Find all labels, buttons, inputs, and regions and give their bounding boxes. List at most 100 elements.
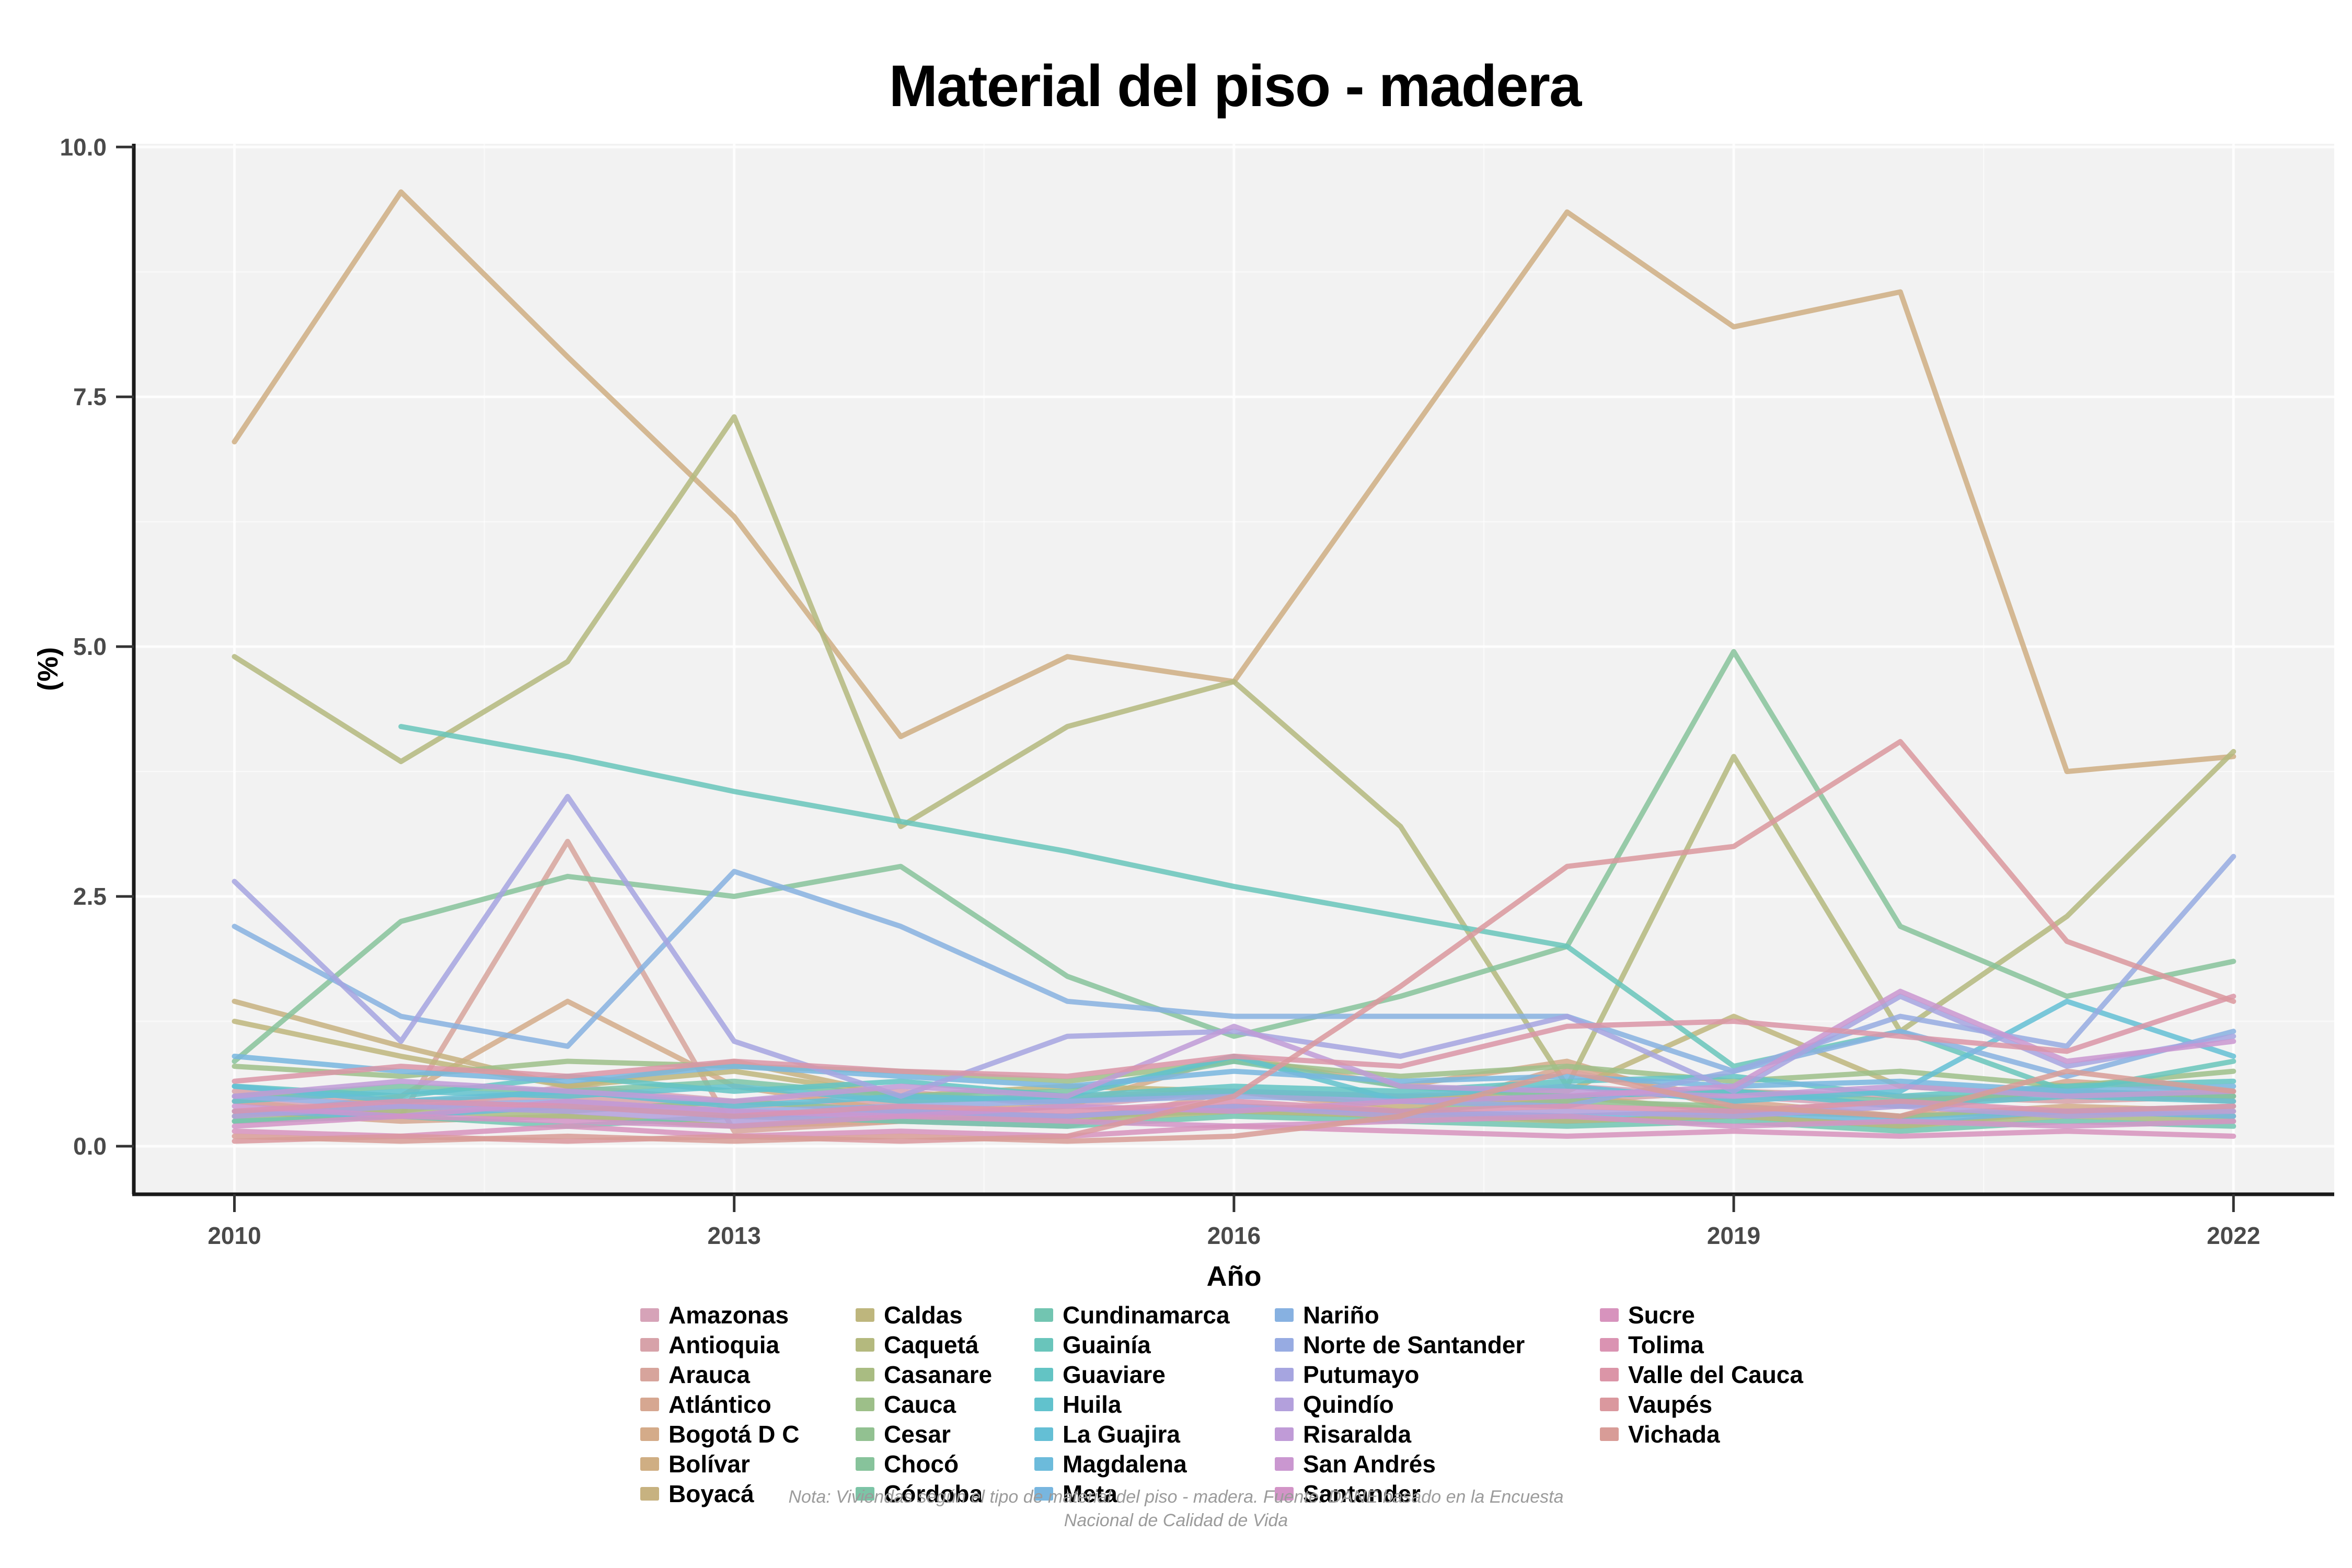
legend-label-magdalena: Magdalena	[1063, 1450, 1187, 1478]
legend-item-nari-o: Nariño	[1275, 1300, 1525, 1330]
legend-item-c-rdoba: Córdoba	[856, 1479, 992, 1508]
legend-item-san-andr-s: San Andrés	[1275, 1449, 1525, 1479]
legend-label-casanare: Casanare	[884, 1361, 993, 1388]
legend-label-meta: Meta	[1063, 1480, 1117, 1507]
legend-item-boyac-: Boyacá	[640, 1479, 799, 1508]
legend-label-bol-var: Bolívar	[668, 1450, 750, 1478]
legend-label-quind-o: Quindío	[1303, 1390, 1394, 1418]
legend-item-tolima: Tolima	[1600, 1330, 1803, 1359]
legend-key-swatch-norte-de-santander	[1275, 1338, 1294, 1352]
legend-key-swatch-guain-a	[1034, 1338, 1053, 1352]
legend-key-swatch-risaralda	[1275, 1427, 1294, 1441]
x-tick-label: 2010	[207, 1222, 261, 1249]
legend-label-atl-ntico: Atlántico	[668, 1390, 771, 1418]
legend-label-cauca: Cauca	[884, 1390, 956, 1418]
legend-label-guaviare: Guaviare	[1063, 1361, 1166, 1388]
legend-item-casanare: Casanare	[856, 1359, 992, 1389]
series-line-meta	[232, 1053, 2236, 1094]
legend-label-santander: Santander	[1303, 1480, 1421, 1507]
chart-legend: Amazonas Antioquia Arauca Atlántico Bogotá D…	[0, 1300, 2352, 1519]
legend-key-swatch-san-andr-s	[1275, 1457, 1294, 1471]
legend-key-swatch-quind-o	[1275, 1397, 1294, 1411]
legend-key-swatch-sucre	[1600, 1308, 1619, 1322]
series-line-vichada	[232, 1068, 2236, 1144]
legend-label-guain-a: Guainía	[1063, 1331, 1151, 1358]
legend-key-swatch-vaup-s	[1600, 1397, 1619, 1411]
legend-label-caquet-: Caquetá	[884, 1331, 979, 1358]
legend-item-atl-ntico: Atlántico	[640, 1389, 799, 1419]
legend-item-magdalena: Magdalena	[1034, 1449, 1230, 1479]
legend-key-swatch-cesar	[856, 1427, 874, 1441]
legend-key-swatch-c-rdoba	[856, 1486, 874, 1501]
series-line-vaup-s	[232, 739, 2236, 1144]
legend-label-sucre: Sucre	[1628, 1301, 1695, 1329]
legend-key-swatch-amazonas	[640, 1308, 659, 1322]
legend-key-swatch-meta	[1034, 1486, 1053, 1501]
x-tick-label: 2019	[1707, 1222, 1760, 1249]
legend-item-guain-a: Guainía	[1034, 1330, 1230, 1359]
series-line-putumayo	[232, 793, 2236, 1099]
legend-label-arauca: Arauca	[668, 1361, 750, 1388]
legend-key-swatch-vichada	[1600, 1427, 1619, 1441]
legend-item-cundinamarca: Cundinamarca	[1034, 1300, 1230, 1330]
legend-column-1: Amazonas Antioquia Arauca Atlántico Bogotá D…	[640, 1300, 799, 1508]
x-tick-label: 2022	[2207, 1222, 2260, 1249]
legend-label-c-rdoba: Córdoba	[884, 1480, 983, 1507]
legend-column-4: Nariño Norte de Santander Putumayo Quindío R…	[1275, 1300, 1525, 1508]
legend-label-cesar: Cesar	[884, 1420, 951, 1448]
series-line-sucre	[232, 1123, 2236, 1139]
y-tick-label: 10.0	[60, 133, 107, 160]
legend-item-choc-: Chocó	[856, 1449, 992, 1479]
legend-item-caldas: Caldas	[856, 1300, 992, 1330]
legend-label-risaralda: Risaralda	[1303, 1420, 1412, 1448]
legend-key-swatch-choc-	[856, 1457, 874, 1471]
legend-item-amazonas: Amazonas	[640, 1300, 799, 1330]
series-line-tolima	[232, 1099, 2236, 1119]
legend-label-norte-de-santander: Norte de Santander	[1303, 1331, 1525, 1358]
legend-label-bogot-d-c: Bogotá D C	[668, 1420, 800, 1448]
legend-item-vichada: Vichada	[1600, 1419, 1803, 1449]
legend-key-swatch-valle-del-cauca	[1600, 1367, 1619, 1381]
chart-title: Material del piso - madera	[889, 53, 1582, 119]
x-tick-label: 2016	[1207, 1222, 1261, 1249]
legend-label-cundinamarca: Cundinamarca	[1063, 1301, 1230, 1329]
legend-label-vaup-s: Vaupés	[1628, 1390, 1713, 1418]
legend-key-swatch-putumayo	[1275, 1367, 1294, 1381]
series-line-risaralda	[232, 1023, 2236, 1104]
legend-label-san-andr-s: San Andrés	[1303, 1450, 1436, 1478]
legend-column-3: Cundinamarca Guainía Guaviare Huila La Guaji…	[1034, 1300, 1230, 1508]
legend-item-santander: Santander	[1275, 1479, 1525, 1508]
legend-label-huila: Huila	[1063, 1390, 1122, 1418]
legend-key-swatch-antioquia	[640, 1338, 659, 1352]
legend-label-choc-: Chocó	[884, 1450, 959, 1478]
legend-label-putumayo: Putumayo	[1303, 1361, 1420, 1388]
x-tick-label: 2013	[708, 1222, 761, 1249]
legend-item-vaup-s: Vaupés	[1600, 1389, 1803, 1419]
footnote-line-2: Nacional de Calidad de Vida	[1064, 1511, 1288, 1530]
legend-key-swatch-casanare	[856, 1367, 874, 1381]
legend-item-caquet-: Caquetá	[856, 1330, 992, 1359]
legend-item-sucre: Sucre	[1600, 1300, 1803, 1330]
legend-item-quind-o: Quindío	[1275, 1389, 1525, 1419]
legend-key-swatch-bol-var	[640, 1457, 659, 1471]
legend-label-caldas: Caldas	[884, 1301, 963, 1329]
legend-key-swatch-guaviare	[1034, 1367, 1053, 1381]
legend-label-valle-del-cauca: Valle del Cauca	[1628, 1361, 1803, 1388]
legend-item-bogot-d-c: Bogotá D C	[640, 1419, 799, 1449]
legend-key-swatch-cauca	[856, 1397, 874, 1411]
legend-column-5: Sucre Tolima Valle del Cauca Vaupés Vichada	[1600, 1300, 1803, 1449]
legend-key-swatch-huila	[1034, 1397, 1053, 1411]
legend-item-meta: Meta	[1034, 1479, 1230, 1508]
legend-key-swatch-arauca	[640, 1367, 659, 1381]
y-tick-label: 7.5	[73, 383, 107, 410]
legend-key-swatch-tolima	[1600, 1338, 1619, 1352]
legend-item-la-guajira: La Guajira	[1034, 1419, 1230, 1449]
legend-item-cauca: Cauca	[856, 1389, 992, 1419]
legend-label-boyac-: Boyacá	[668, 1480, 754, 1507]
legend-label-la-guajira: La Guajira	[1063, 1420, 1180, 1448]
legend-key-swatch-nari-o	[1275, 1308, 1294, 1322]
legend-key-swatch-caldas	[856, 1308, 874, 1322]
legend-key-swatch-caquet-	[856, 1338, 874, 1352]
